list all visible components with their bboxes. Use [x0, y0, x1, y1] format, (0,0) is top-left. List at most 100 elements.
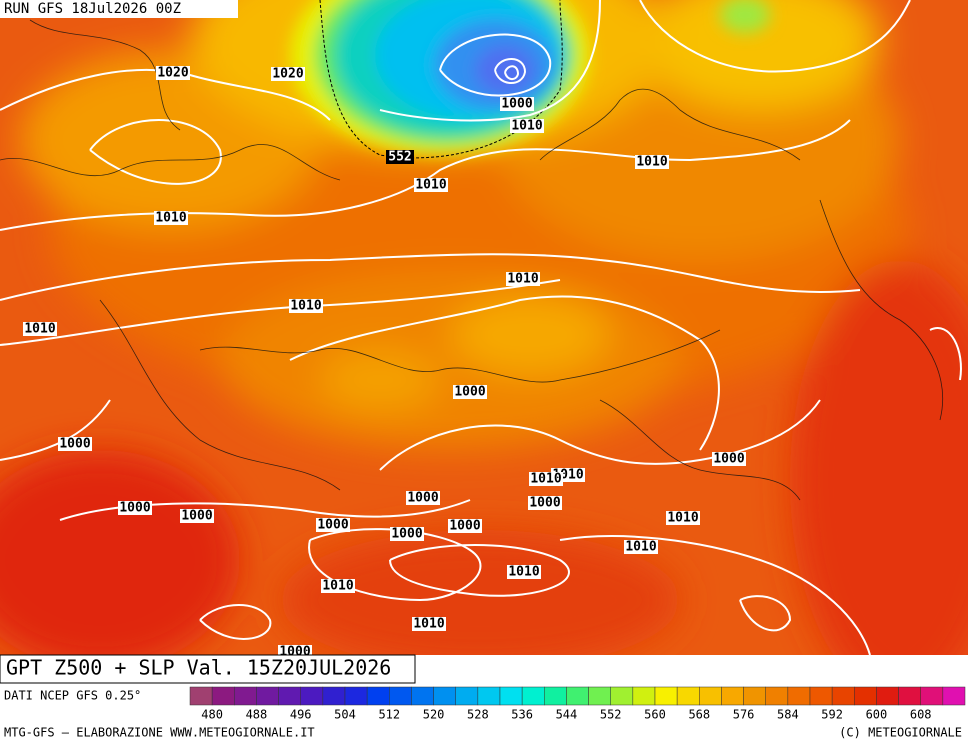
colorbar-swatch — [765, 686, 789, 706]
colorbar-tick-label: 576 — [733, 708, 755, 722]
colorbar-swatch — [676, 686, 700, 706]
colorbar-tick-label: 560 — [644, 708, 666, 722]
colorbar-swatch — [411, 686, 434, 706]
colorbar-swatch — [477, 686, 501, 706]
isobar-label: 1000 — [407, 491, 438, 506]
data-source: DATI NCEP GFS 0.25° — [4, 689, 141, 703]
isobar-label: 1000 — [449, 519, 480, 534]
colorbar-tick-label: 544 — [556, 708, 578, 722]
colorbar-swatch — [809, 686, 833, 706]
isobar-label-bg — [118, 501, 152, 515]
isobar-label: 1000 — [181, 509, 212, 524]
isobar-label-bg — [58, 437, 92, 451]
isobar-label-bg — [510, 119, 544, 133]
colorbar-swatch — [920, 686, 944, 706]
isobar-label: 1010 — [625, 540, 656, 555]
map-field — [0, 0, 968, 655]
colorbar-tick-label: 608 — [910, 708, 932, 722]
isobar-label: 1000 — [501, 97, 532, 112]
isobar-label: 1010 — [155, 211, 186, 226]
colorbar-tick-label: 568 — [688, 708, 710, 722]
isobar-label: 1010 — [508, 565, 539, 580]
colorbar-tick-label: 504 — [334, 708, 356, 722]
colorbar-swatch — [743, 686, 766, 706]
colorbar-swatch — [366, 686, 390, 706]
isobar-label-bg — [453, 385, 487, 399]
colorbar-swatch — [521, 686, 545, 706]
isobar-label-bg — [23, 322, 57, 336]
colorbar-swatch — [234, 686, 257, 706]
isobar-label-bg — [156, 66, 190, 80]
isobar-label-bg — [271, 67, 305, 81]
isobar-label: 1010 — [290, 299, 321, 314]
colorbar: 480 488 496 504 512 520 528 536 544 552 560 568 576 5… — [189, 686, 966, 722]
colorbar-tick-label: 520 — [423, 708, 445, 722]
colorbar-swatch — [876, 686, 899, 706]
colorbar-swatch — [544, 686, 567, 706]
isobar-label: 1000 — [59, 437, 90, 452]
credit-right: (C) METEOGIORNALE — [839, 726, 962, 740]
isobar-label: 1010 — [667, 511, 698, 526]
colorbar-swatch — [721, 686, 744, 706]
isobar-label: 1010 — [530, 472, 561, 487]
colorbar-tick-label: 480 — [201, 708, 223, 722]
colorbar-swatch — [389, 686, 412, 706]
isobar-label: 1000 — [713, 452, 744, 467]
contour-label-bg — [386, 150, 414, 164]
isobar-label-bg — [390, 527, 424, 541]
colorbar-tick-label: 600 — [866, 708, 888, 722]
colorbar-swatch — [344, 686, 368, 706]
colorbar-swatch — [189, 686, 213, 706]
colorbar-swatch — [499, 686, 523, 706]
colorbar-swatch — [787, 686, 811, 706]
colorbar-swatch — [942, 686, 966, 706]
colorbar-tick-label: 496 — [290, 708, 312, 722]
isobar-label: 1000 — [454, 385, 485, 400]
isobar-label-bg — [154, 211, 188, 225]
colorbar-tick-label: 584 — [777, 708, 799, 722]
map-title: GPT Z500 + SLP Val. 15Z20JUL2026 — [6, 656, 391, 680]
run-info: RUN GFS 18Jul2026 00Z — [4, 1, 181, 17]
isobar-label-bg — [448, 519, 482, 533]
isobar-label-bg — [529, 472, 563, 486]
isobar-label-bg — [289, 299, 323, 313]
contour-label: 552 — [388, 150, 411, 165]
isobar-label: 1000 — [119, 501, 150, 516]
colorbar-swatch — [632, 686, 656, 706]
colorbar-swatch — [211, 686, 235, 706]
isobar-label: 1020 — [157, 66, 188, 81]
colorbar-tick-label: 488 — [246, 708, 268, 722]
isobar-label: 1010 — [507, 272, 538, 287]
isobar-label-bg — [666, 511, 700, 525]
isobar-label-bg — [412, 617, 446, 631]
colorbar-swatch — [831, 686, 855, 706]
isobar-label: 1010 — [24, 322, 55, 337]
colorbar-tick-label: 552 — [600, 708, 622, 722]
colorbar-swatch — [566, 686, 589, 706]
colorbar-swatch — [278, 686, 301, 706]
run-box — [0, 0, 238, 18]
isobar-label: 1000 — [391, 527, 422, 542]
isobar-label: 1020 — [272, 67, 303, 82]
colorbar-swatch — [433, 686, 456, 706]
title-box — [0, 654, 416, 684]
colorbar-tick-label: 536 — [511, 708, 533, 722]
isobar-label: 1010 — [415, 178, 446, 193]
isobar-label-bg — [507, 565, 541, 579]
isobar-label-bg — [321, 579, 355, 593]
isobar-label: 1000 — [529, 496, 560, 511]
isobar-label: 1010 — [511, 119, 542, 134]
colorbar-swatch — [300, 686, 324, 706]
colorbar-tick-label: 512 — [378, 708, 400, 722]
isobar-label: 1010 — [636, 155, 667, 170]
colorbar-swatch — [322, 686, 346, 706]
isobar-label-bg — [506, 272, 540, 286]
credit-left: MTG-GFS — ELABORAZIONE WWW.METEOGIORNALE… — [4, 726, 315, 740]
colorbar-tick-label: 528 — [467, 708, 489, 722]
colorbar-swatch — [654, 686, 678, 706]
colorbar-tick-label: 592 — [821, 708, 843, 722]
colorbar-swatch — [455, 686, 479, 706]
colorbar-swatch — [699, 686, 722, 706]
isobar-label: 1000 — [317, 518, 348, 533]
